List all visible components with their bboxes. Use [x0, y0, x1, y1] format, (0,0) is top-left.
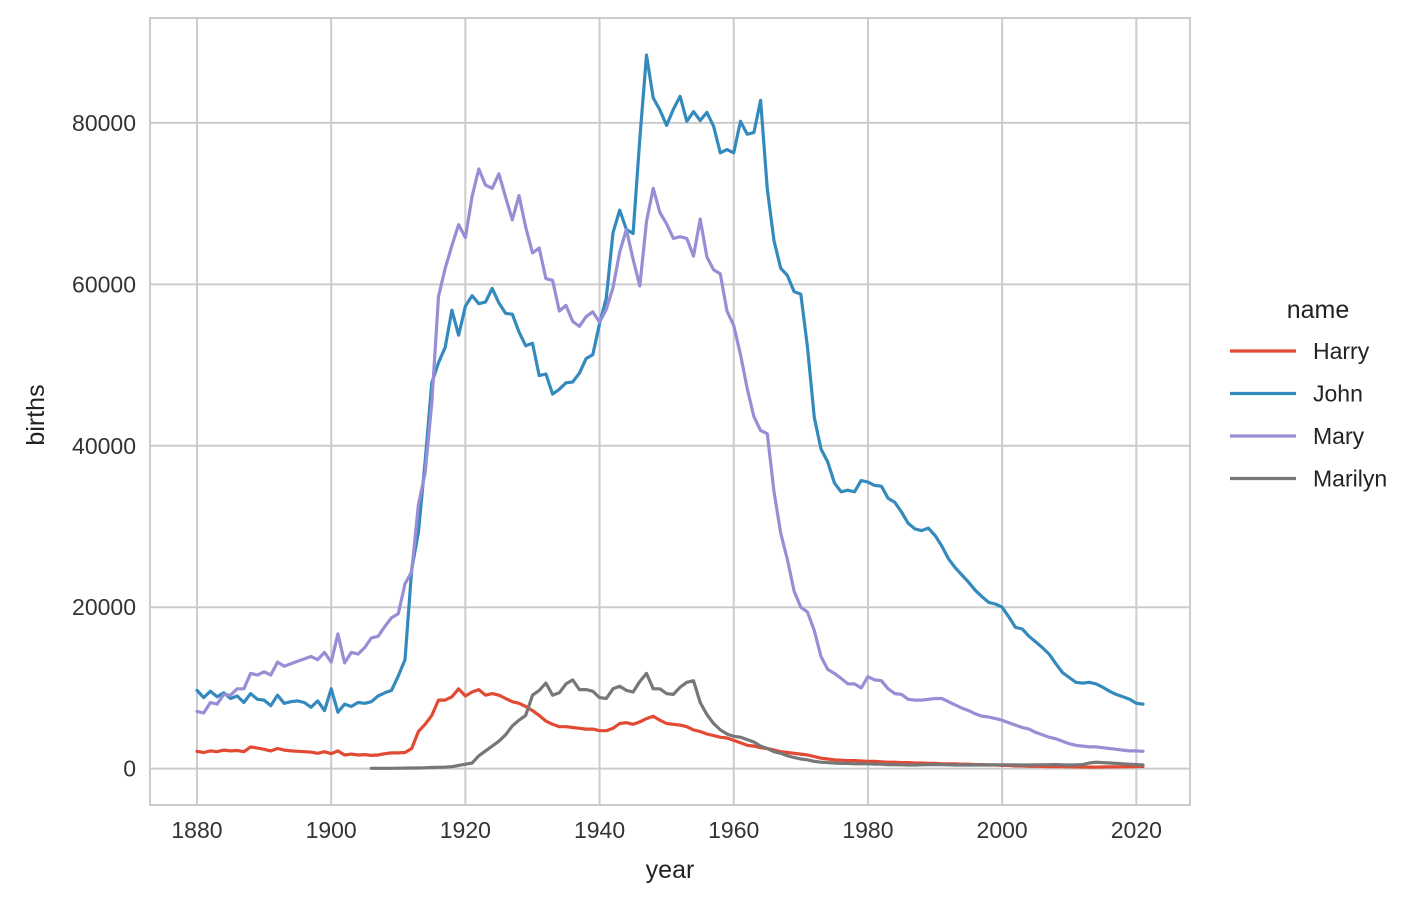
x-axis-title: year [646, 856, 695, 884]
x-tick-label: 1920 [440, 817, 491, 843]
y-tick-label: 20000 [72, 594, 136, 620]
x-tick-label: 2020 [1111, 817, 1162, 843]
x-tick-label: 1900 [306, 817, 357, 843]
legend-label: Harry [1313, 338, 1370, 364]
series-line-john [195, 53, 1145, 714]
x-tick-label: 2000 [977, 817, 1028, 843]
legend-item-marilyn: Marilyn [1230, 466, 1387, 492]
series-line-marilyn [369, 671, 1145, 770]
legend-item-john: John [1230, 381, 1363, 407]
series-line-harry [195, 687, 1145, 769]
legend-item-harry: Harry [1230, 338, 1370, 364]
legend: name Harry John Mary Marilyn [1230, 296, 1387, 492]
y-tick-label: 80000 [72, 110, 136, 136]
legend-label: John [1313, 381, 1363, 407]
y-tick-labels: 0 20000 40000 60000 80000 [72, 110, 136, 782]
series-line-mary [195, 167, 1145, 753]
x-tick-label: 1940 [574, 817, 625, 843]
x-tick-label: 1980 [842, 817, 893, 843]
y-axis-title: births [22, 384, 50, 445]
y-tick-label: 40000 [72, 433, 136, 459]
grid-lines [150, 18, 1190, 805]
y-tick-label: 60000 [72, 271, 136, 297]
plot-area-frame [149, 17, 1191, 806]
legend-item-mary: Mary [1230, 423, 1365, 449]
y-tick-label: 0 [123, 756, 136, 782]
x-tick-labels: 1880 1900 1920 1940 1960 1980 2000 2020 [171, 817, 1162, 843]
legend-title: name [1287, 296, 1350, 324]
series-lines [195, 53, 1145, 770]
x-tick-label: 1880 [171, 817, 222, 843]
x-tick-label: 1960 [708, 817, 759, 843]
legend-label: Marilyn [1313, 466, 1387, 492]
legend-label: Mary [1313, 423, 1365, 449]
